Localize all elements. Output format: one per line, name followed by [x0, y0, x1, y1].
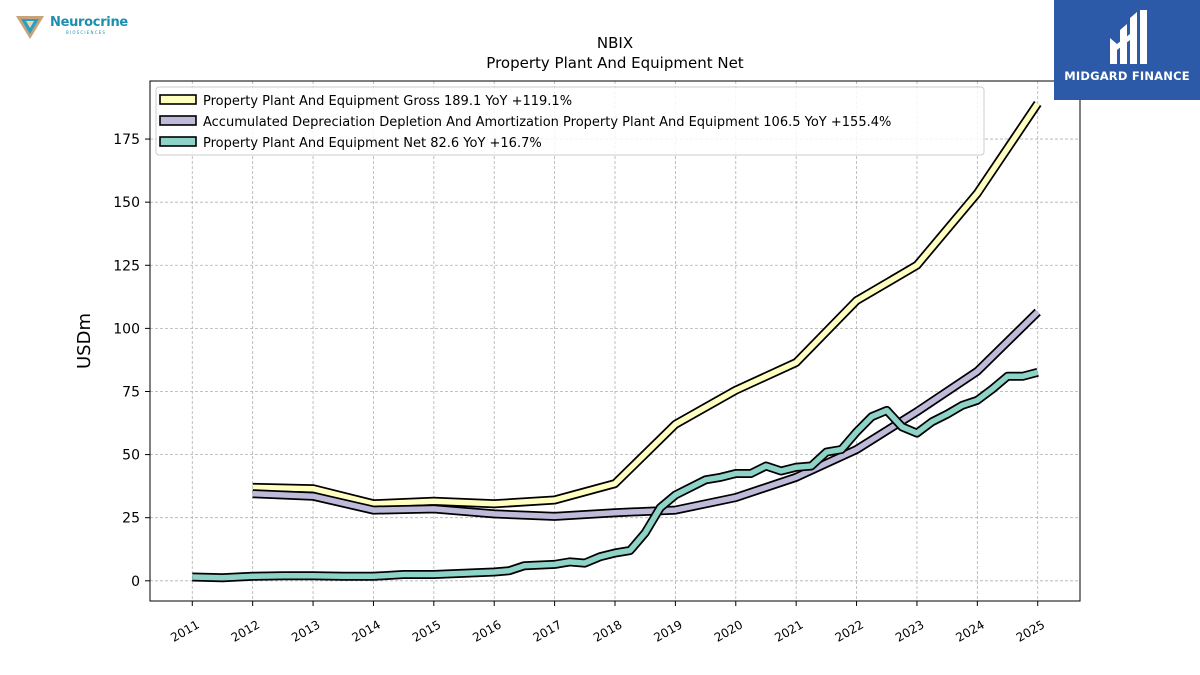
x-tick-label: 2023 [893, 617, 926, 644]
x-tick-label: 2014 [349, 617, 382, 644]
brand-name: MIDGARD FINANCE [1064, 69, 1190, 83]
grid-lines [150, 81, 1080, 601]
legend-swatch-0 [159, 94, 197, 105]
x-tick-label: 2017 [531, 617, 564, 644]
x-tick-label: 2016 [470, 617, 503, 644]
legend-swatch-1 [159, 115, 197, 126]
x-tick-label: 2024 [953, 617, 986, 644]
y-tick-label: 0 [131, 574, 140, 590]
x-tick-label: 2011 [168, 617, 201, 644]
company-logo-subtitle: BIOSCIENCES [66, 30, 107, 35]
legend-label-1: Accumulated Depreciation Depletion And A… [203, 115, 891, 130]
company-logo: Neurocrine BIOSCIENCES [14, 12, 144, 42]
legend-box [155, 86, 985, 156]
legend-label-2: Property Plant And Equipment Net 82.6 Yo… [203, 136, 542, 151]
series-1 [252, 308, 1041, 521]
series-2-line [192, 369, 1039, 581]
series-0-outline [252, 100, 1042, 509]
y-tick-label: 75 [122, 384, 140, 400]
series-1-line [252, 310, 1040, 520]
chart-title-metric: Property Plant And Equipment Net [486, 54, 743, 72]
y-tick-label: 25 [122, 511, 140, 527]
y-tick-label: 175 [113, 132, 140, 148]
y-axis-label: USDm [74, 313, 95, 369]
y-tick-label: 150 [113, 195, 140, 211]
legend-swatch-2 [159, 136, 197, 147]
y-tick-label: 50 [122, 448, 140, 464]
series-2 [192, 367, 1039, 583]
x-tick-label: 2015 [410, 617, 443, 644]
brand-logo-icon [1110, 10, 1147, 64]
series-1-outline [252, 308, 1041, 521]
y-tick-label: 100 [113, 321, 140, 337]
chart-title: NBIX Property Plant And Equipment Net [486, 34, 743, 72]
x-tick-label: 2020 [712, 617, 745, 644]
legend-label-0: Property Plant And Equipment Gross 189.1… [203, 94, 572, 109]
x-tick-label: 2022 [833, 617, 866, 644]
x-tick-label: 2013 [289, 617, 322, 644]
legend: Property Plant And Equipment Gross 189.1… [155, 86, 985, 156]
chart-title-ticker: NBIX [597, 34, 633, 52]
axes: 2011 2012 2013 2014 2015 2016 2017 2018 2019 2020… [113, 132, 1047, 645]
x-tick-label: 2021 [772, 617, 805, 644]
company-logo-word: Neurocrine [50, 15, 128, 30]
series-0 [252, 100, 1042, 509]
x-tick-label: 2025 [1014, 617, 1047, 644]
plot-series [192, 100, 1042, 583]
y-tick-label: 125 [113, 258, 140, 274]
brand-logo: MIDGARD FINANCE [1054, 0, 1200, 100]
x-tick-label: 2018 [591, 617, 624, 644]
series-0-line [252, 101, 1040, 507]
x-tick-label: 2019 [651, 617, 684, 644]
company-logo-icon [16, 16, 44, 39]
x-tick-label: 2012 [229, 617, 262, 644]
